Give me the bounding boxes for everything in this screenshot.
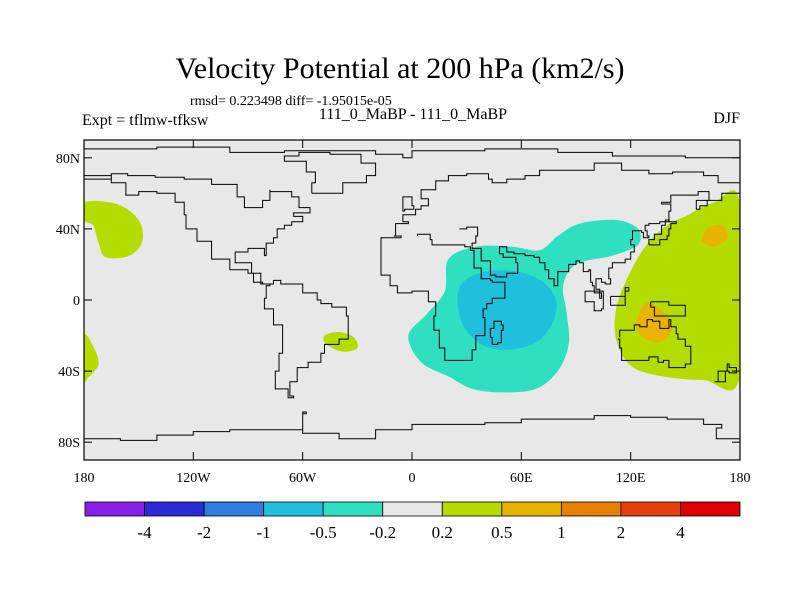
y-tick-label: 40N <box>56 223 80 238</box>
season-label: DJF <box>713 110 740 127</box>
contour-region <box>323 331 358 352</box>
colorbar-swatch <box>203 501 265 517</box>
contour-region <box>457 270 557 350</box>
coastline <box>84 146 740 159</box>
y-tick-label: 80N <box>56 152 80 167</box>
contour-region <box>636 302 673 343</box>
contour-fills <box>84 190 740 393</box>
colorbar-label: 0.5 <box>491 523 512 542</box>
colorbar-swatch <box>322 501 384 517</box>
colorbar-swatch <box>263 501 324 517</box>
colorbar-label: -4 <box>137 523 152 542</box>
colorbar-swatch <box>501 501 562 517</box>
contour-region <box>84 334 99 382</box>
coastline <box>84 411 740 441</box>
contour-region <box>701 224 728 247</box>
coastline <box>380 233 506 361</box>
colorbar-swatch <box>382 501 443 517</box>
x-tick-label: 180 <box>74 471 95 486</box>
coastline <box>84 173 349 399</box>
coastline <box>610 287 630 306</box>
chart-title: Velocity Potential at 200 hPa (km2/s) <box>175 52 625 85</box>
colorbar-label: 4 <box>676 523 685 542</box>
colorbar-label: -2 <box>197 523 211 542</box>
colorbar: -4 -2 -1 -0.5 -0.2 0.2 0.5 1 2 4 <box>84 501 741 542</box>
map-axes: 80N 40N 0 40S 80S 180 120W 60W 0 60E 120E 180 <box>56 140 751 486</box>
case-subtitle: 111_0_MaBP - 111_0_MaBP <box>318 106 508 123</box>
x-tick-label: 0 <box>409 471 416 486</box>
coastline <box>393 162 740 237</box>
experiment-label: Expt = tflmw-tfksw <box>82 112 209 129</box>
coastline <box>402 196 415 212</box>
coastline <box>714 363 737 383</box>
colorbar-label: 0.2 <box>432 523 453 542</box>
colorbar-swatch <box>441 501 503 517</box>
colorbar-label: 1 <box>557 523 566 542</box>
x-tick-label: 120W <box>176 471 211 486</box>
colorbar-swatch <box>560 501 622 517</box>
colorbar-swatch <box>680 501 741 517</box>
colorbar-label: -0.5 <box>310 523 337 542</box>
colorbar-label: 2 <box>617 523 626 542</box>
y-tick-label: 0 <box>73 294 80 309</box>
coastline <box>650 301 686 317</box>
x-tick-label: 60E <box>510 471 533 486</box>
colorbar-swatch <box>620 501 681 517</box>
colorbar-swatch <box>144 501 205 517</box>
coastline <box>648 219 677 246</box>
coastlines <box>84 146 740 441</box>
y-tick-label: 40S <box>58 365 80 380</box>
coastline <box>617 319 692 369</box>
x-tick-label: 60W <box>289 471 317 486</box>
rmsd-stats: rmsd= 0.223498 diff= -1.95015e-05 <box>190 94 392 109</box>
coastline <box>489 320 504 345</box>
coastline <box>283 151 377 194</box>
contour-region <box>84 200 143 259</box>
y-tick-label: 80S <box>58 436 80 451</box>
x-tick-label: 180 <box>730 471 751 486</box>
coastline <box>584 290 604 312</box>
x-tick-label: 120E <box>616 471 646 486</box>
colorbar-swatch <box>84 501 145 517</box>
colorbar-label: -0.2 <box>369 523 396 542</box>
coastline <box>459 184 740 299</box>
colorbar-label: -1 <box>257 523 271 542</box>
